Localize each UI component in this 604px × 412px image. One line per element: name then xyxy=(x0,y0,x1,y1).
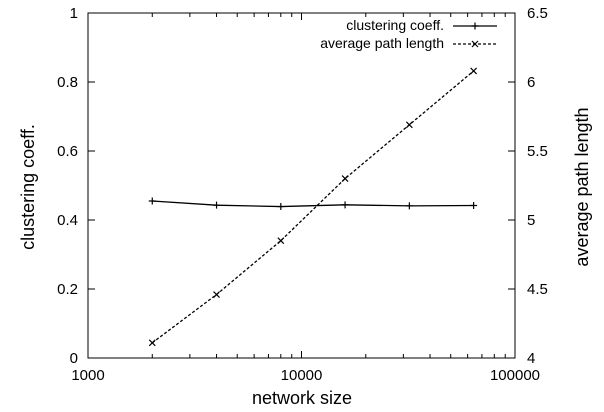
x-tick-label: 100000 xyxy=(490,367,540,384)
x-tick-label: 1000 xyxy=(71,367,104,384)
data-point xyxy=(148,339,156,347)
data-point xyxy=(405,202,413,210)
left-y-tick-label: 0.2 xyxy=(57,281,78,298)
legend-marker-plus xyxy=(471,22,479,30)
right-y-tick-label: 4.5 xyxy=(527,281,548,298)
x-axis-ticks: 1000 10000 100000 xyxy=(71,13,540,384)
series-clustering-coeff xyxy=(148,197,478,211)
data-point xyxy=(341,175,349,183)
data-point xyxy=(148,197,156,205)
right-y-tick-label: 6 xyxy=(527,74,535,91)
right-y-tick-label: 6.5 xyxy=(527,5,548,22)
plot-frame xyxy=(87,12,516,359)
data-point xyxy=(470,202,478,210)
legend-marker-cross xyxy=(471,40,479,48)
left-y-tick-label: 0.6 xyxy=(57,143,78,160)
right-y-axis-label: average path length xyxy=(572,107,592,266)
data-point xyxy=(213,291,220,298)
legend-entry-average-path-length: average path length xyxy=(320,35,444,51)
right-y-tick-label: 5.5 xyxy=(527,143,548,160)
left-y-tick-label: 1 xyxy=(70,5,78,22)
right-y-tick-label: 5 xyxy=(527,212,535,229)
data-point xyxy=(213,201,221,209)
series-line xyxy=(152,200,474,208)
x-axis-label: network size xyxy=(252,388,352,408)
series-average-path-length xyxy=(148,67,478,347)
legend-entry-clustering-coeff: clustering coeff. xyxy=(346,17,444,33)
data-point xyxy=(277,237,285,245)
legend: clustering coeff. average path length xyxy=(320,17,497,51)
series-line xyxy=(151,70,475,344)
data-point xyxy=(277,203,285,211)
left-y-tick-label: 0 xyxy=(70,350,78,367)
data-point xyxy=(341,201,349,209)
left-y-axis-label: clustering coeff. xyxy=(18,124,38,250)
series-layer xyxy=(148,67,478,347)
data-point xyxy=(470,67,478,75)
left-y-tick-label: 0.4 xyxy=(57,212,78,229)
x-tick-label: 10000 xyxy=(281,367,323,384)
left-y-tick-label: 0.8 xyxy=(57,74,78,91)
right-y-tick-label: 4 xyxy=(527,350,535,367)
left-y-axis-ticks: 0 0.2 0.4 0.6 0.8 1 xyxy=(57,5,95,367)
right-y-axis-ticks: 4 4.5 5 5.5 6 6.5 xyxy=(508,5,548,367)
data-point xyxy=(405,121,413,129)
